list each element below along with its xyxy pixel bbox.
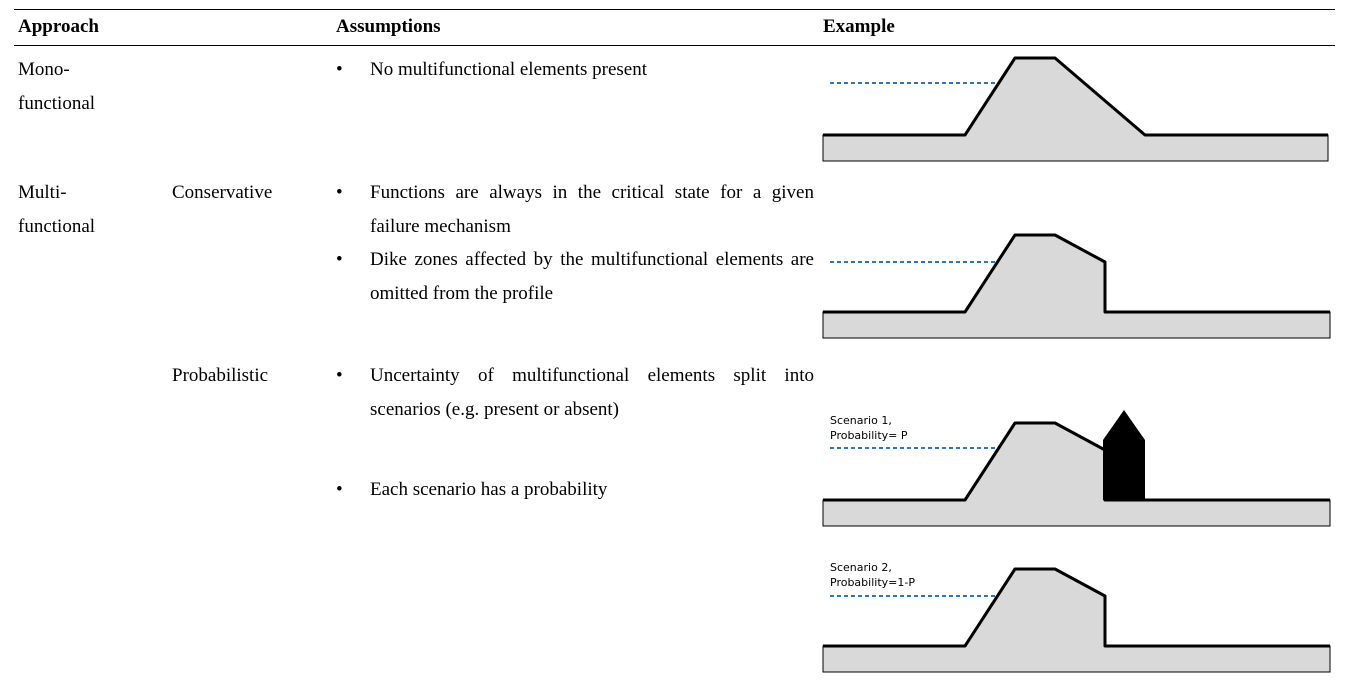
building (1103, 410, 1145, 500)
examples: Scenario 1, Probability= P Scenario 2, P… (0, 0, 1346, 684)
scenario-label: Probability=1-P (830, 576, 915, 589)
scenario-label: Scenario 1, (830, 414, 892, 427)
ground (823, 235, 1330, 338)
table-page: Approach Assumptions Example Mono-functi… (0, 0, 1346, 684)
scenario-label: Probability= P (830, 429, 908, 442)
scenario-label: Scenario 2, (830, 561, 892, 574)
ground (823, 58, 1328, 161)
